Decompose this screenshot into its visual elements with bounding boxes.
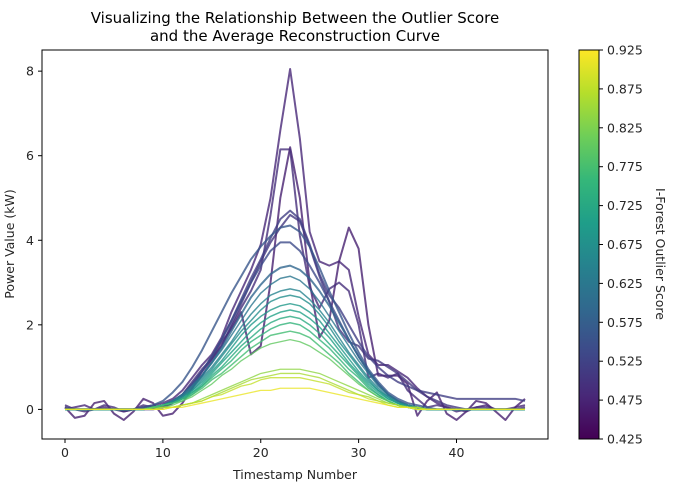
plot-area-frame: [41, 49, 549, 440]
y-tick-label-0: 0: [26, 402, 34, 417]
x-axis-label: Timestamp Number: [232, 467, 358, 482]
series-line-10: [65, 294, 525, 411]
colorbar-label: I-Forest Outlier Score: [653, 188, 668, 320]
series-line-18: [65, 372, 525, 411]
x-axis: 0 10 20 30 40: [61, 439, 464, 460]
colorbar: [578, 49, 600, 440]
y-tick-label-2: 4: [26, 233, 34, 248]
y-axis: 0 2 4 6 8: [26, 64, 42, 417]
series-line-15: [65, 330, 525, 411]
series-line-20: [65, 387, 525, 411]
series-line-0: [64, 146, 526, 421]
series-lines: [64, 68, 526, 421]
x-tick-label-2: 20: [253, 445, 269, 460]
x-tick-label-4: 40: [449, 445, 465, 460]
colorbar-tick-label-10: 0.925: [607, 43, 643, 58]
x-tick-label-0: 0: [61, 445, 69, 460]
chart-title-line-2: and the Average Reconstruction Curve: [150, 27, 440, 45]
colorbar-tick-label-0: 0.425: [607, 432, 643, 447]
series-line-14: [65, 321, 525, 411]
colorbar-tick-label-3: 0.575: [607, 315, 643, 330]
series-line-19: [65, 377, 525, 411]
colorbar-tick-label-5: 0.675: [607, 237, 643, 252]
series-line-9: [65, 288, 525, 411]
colorbar-tick-label-4: 0.625: [607, 276, 643, 291]
y-tick-label-4: 8: [26, 64, 34, 79]
y-tick-label-3: 6: [26, 148, 34, 163]
series-line-13: [65, 315, 525, 411]
y-tick-label-1: 2: [26, 317, 34, 332]
series-line-12: [65, 309, 525, 411]
x-tick-label-1: 10: [155, 445, 171, 460]
series-line-4: [64, 209, 526, 411]
series-line-11: [65, 302, 525, 411]
series-line-2: [64, 148, 526, 413]
series-line-1: [64, 68, 526, 413]
colorbar-tick-label-2: 0.525: [607, 354, 643, 369]
x-tick-label-3: 30: [351, 445, 367, 460]
colorbar-tick-label-6: 0.725: [607, 198, 643, 213]
chart-title-line-1: Visualizing the Relationship Between the…: [91, 9, 500, 27]
colorbar-axis: 0.425 0.475 0.525 0.575 0.625 0.675 0.725 0.775…: [599, 43, 643, 447]
series-line-17: [65, 368, 525, 411]
colorbar-tick-label-7: 0.775: [607, 159, 643, 174]
y-axis-label: Power Value (kW): [2, 189, 17, 298]
colorbar-tick-label-9: 0.875: [607, 81, 643, 96]
series-line-3: [65, 213, 525, 411]
colorbar-tick-label-1: 0.475: [607, 393, 643, 408]
colorbar-tick-label-8: 0.825: [607, 120, 643, 135]
